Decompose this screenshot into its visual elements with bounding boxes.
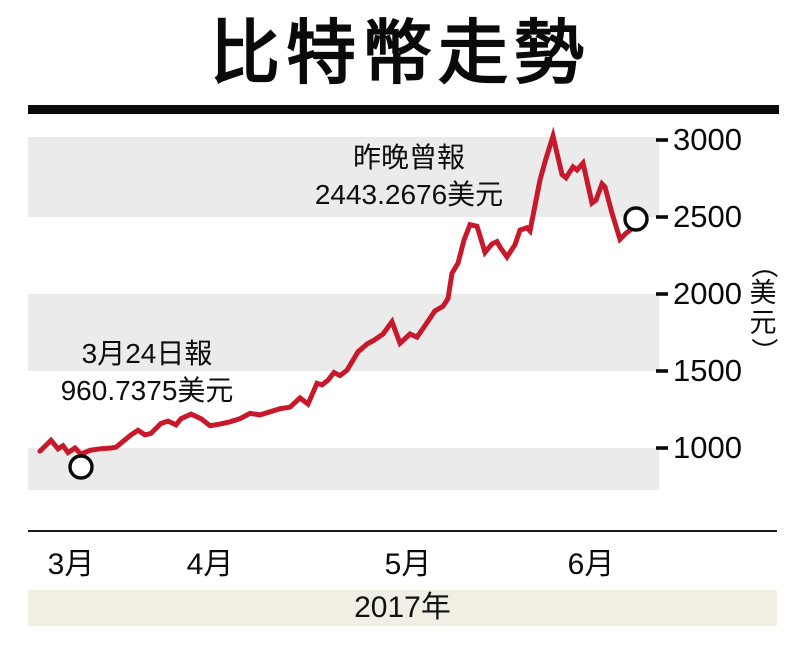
- data-point-marker: [68, 454, 94, 480]
- annotation-march: 3月24日報 960.7375美元: [61, 335, 234, 409]
- y-tick-mark: [656, 446, 668, 450]
- unit-close-paren: ）: [748, 337, 778, 365]
- title-divider-rule: [28, 105, 779, 114]
- x-axis-label-march: 3月: [47, 548, 95, 581]
- data-point-markers: [68, 206, 649, 480]
- y-axis-tick-label: 3000: [673, 122, 742, 157]
- y-tick-mark: [656, 138, 668, 142]
- x-axis-label-april: 4月: [186, 548, 234, 581]
- year-band: [28, 590, 777, 626]
- y-tick-mark: [656, 215, 668, 219]
- y-axis-tick-label: 1500: [673, 353, 742, 388]
- annotation-march-line2: 960.7375美元: [60, 375, 234, 406]
- y-tick-mark: [656, 292, 668, 296]
- annotation-latest-line1: 昨晚曾報: [352, 142, 466, 173]
- x-axis-line: [28, 530, 777, 532]
- y-axis-tick-label: 2500: [673, 199, 742, 234]
- data-point-marker: [623, 206, 649, 232]
- year-label: 2017年: [354, 591, 451, 624]
- y-axis-unit-label: （ 美 元 ）: [744, 251, 782, 365]
- y-tick-mark: [656, 369, 668, 373]
- y-axis-ticks: [656, 138, 668, 450]
- chart-title: 比特幣走勢: [210, 16, 590, 93]
- annotation-latest-line2: 2443.2676美元: [314, 179, 504, 210]
- annotation-march-line1: 3月24日報: [81, 338, 213, 369]
- y-axis-tick-label: 1000: [673, 430, 742, 465]
- unit-char-mei: 美: [749, 278, 777, 308]
- grid-stripe: [28, 448, 659, 490]
- y-axis-tick-label: 2000: [673, 276, 742, 311]
- x-axis-label-may: 5月: [384, 548, 432, 581]
- price-line: [37, 126, 635, 458]
- x-axis-label-june: 6月: [567, 548, 615, 581]
- grid-stripe: [28, 294, 659, 371]
- annotation-latest: 昨晚曾報 2443.2676美元: [315, 139, 503, 213]
- unit-char-yuan: 元: [749, 308, 777, 338]
- unit-open-paren: （: [748, 251, 778, 279]
